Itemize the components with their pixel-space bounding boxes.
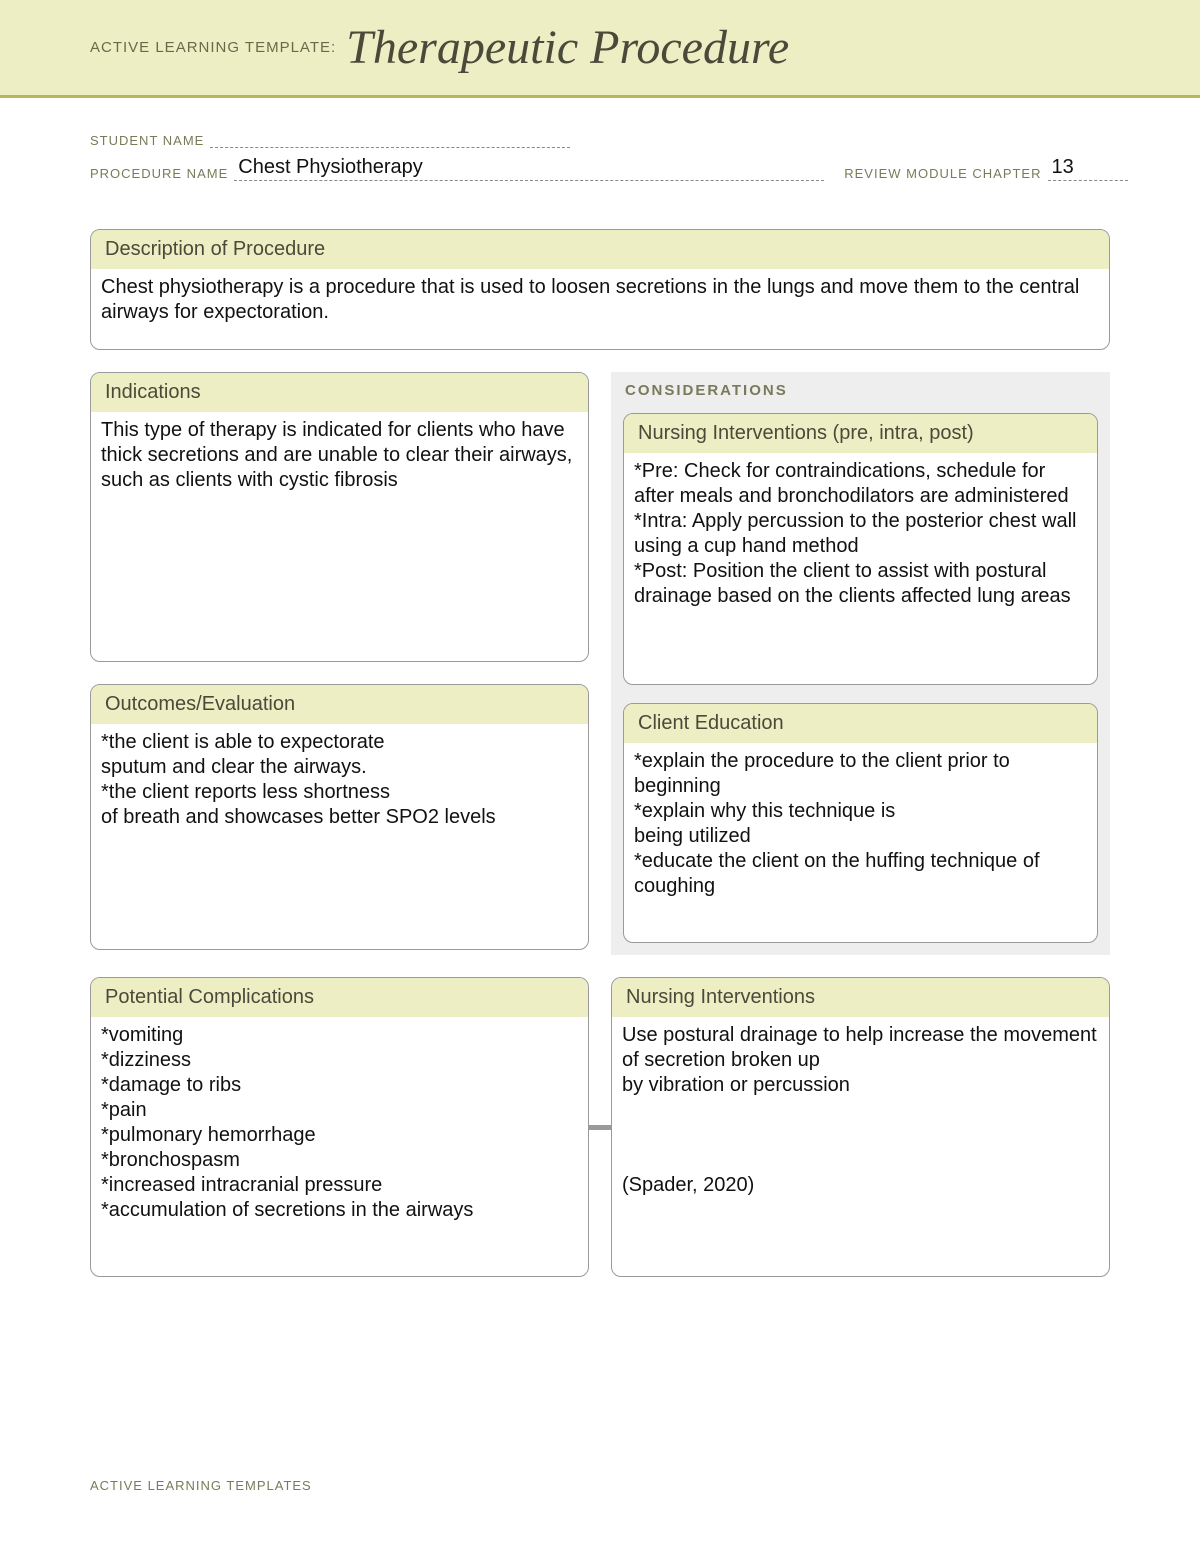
considerations-block: CONSIDERATIONS Nursing Interventions (pr… [611, 372, 1110, 955]
nursing-pre-card: Nursing Interventions (pre, intra, post)… [623, 413, 1098, 685]
outcomes-card: Outcomes/Evaluation *the client is able … [90, 684, 589, 950]
considerations-label: CONSIDERATIONS [623, 372, 1098, 413]
description-heading: Description of Procedure [91, 230, 1109, 269]
indications-body: This type of therapy is indicated for cl… [91, 412, 588, 503]
procedure-label: PROCEDURE NAME [90, 166, 228, 181]
complications-body: *vomiting *dizziness *damage to ribs *pa… [91, 1017, 588, 1233]
left-col-3: Potential Complications *vomiting *dizzi… [90, 977, 589, 1299]
complications-card: Potential Complications *vomiting *dizzi… [90, 977, 589, 1277]
description-card: Description of Procedure Chest physiothe… [90, 229, 1110, 350]
banner-prefix: ACTIVE LEARNING TEMPLATE: [90, 39, 336, 56]
banner: ACTIVE LEARNING TEMPLATE: Therapeutic Pr… [0, 0, 1200, 98]
outcomes-body: *the client is able to expectorate sputu… [91, 724, 588, 840]
right-col-3: Nursing Interventions Use postural drain… [611, 977, 1110, 1299]
procedure-row: PROCEDURE NAME Chest Physiotherapy REVIE… [90, 156, 1110, 181]
chapter-value: 13 [1048, 156, 1128, 181]
student-value [210, 126, 570, 148]
footer: ACTIVE LEARNING TEMPLATES [90, 1478, 312, 1493]
nursing-interventions-body: Use postural drainage to help increase t… [612, 1017, 1109, 1208]
row3: Potential Complications *vomiting *dizzi… [90, 977, 1110, 1299]
indications-card: Indications This type of therapy is indi… [90, 372, 589, 662]
meta-block: STUDENT NAME PROCEDURE NAME Chest Physio… [0, 98, 1200, 199]
procedure-value: Chest Physiotherapy [234, 156, 824, 181]
outcomes-heading: Outcomes/Evaluation [91, 685, 588, 724]
client-education-card: Client Education *explain the procedure … [623, 703, 1098, 943]
row2: Indications This type of therapy is indi… [90, 372, 1110, 977]
chapter-label: REVIEW MODULE CHAPTER [844, 166, 1041, 181]
complications-heading: Potential Complications [91, 978, 588, 1017]
client-education-body: *explain the procedure to the client pri… [624, 743, 1097, 909]
student-label: STUDENT NAME [90, 133, 204, 148]
client-education-heading: Client Education [624, 704, 1097, 743]
nursing-interventions-heading: Nursing Interventions [612, 978, 1109, 1017]
student-row: STUDENT NAME [90, 126, 1110, 148]
indications-heading: Indications [91, 373, 588, 412]
description-body: Chest physiotherapy is a procedure that … [91, 269, 1109, 349]
connector [588, 1125, 612, 1130]
content: Description of Procedure Chest physiothe… [0, 199, 1200, 1299]
nursing-interventions-card: Nursing Interventions Use postural drain… [611, 977, 1110, 1277]
right-col: CONSIDERATIONS Nursing Interventions (pr… [611, 372, 1110, 977]
left-col: Indications This type of therapy is indi… [90, 372, 589, 977]
nursing-pre-heading: Nursing Interventions (pre, intra, post) [624, 414, 1097, 453]
banner-title: Therapeutic Procedure [346, 20, 789, 75]
nursing-pre-body: *Pre: Check for contraindications, sched… [624, 453, 1097, 619]
